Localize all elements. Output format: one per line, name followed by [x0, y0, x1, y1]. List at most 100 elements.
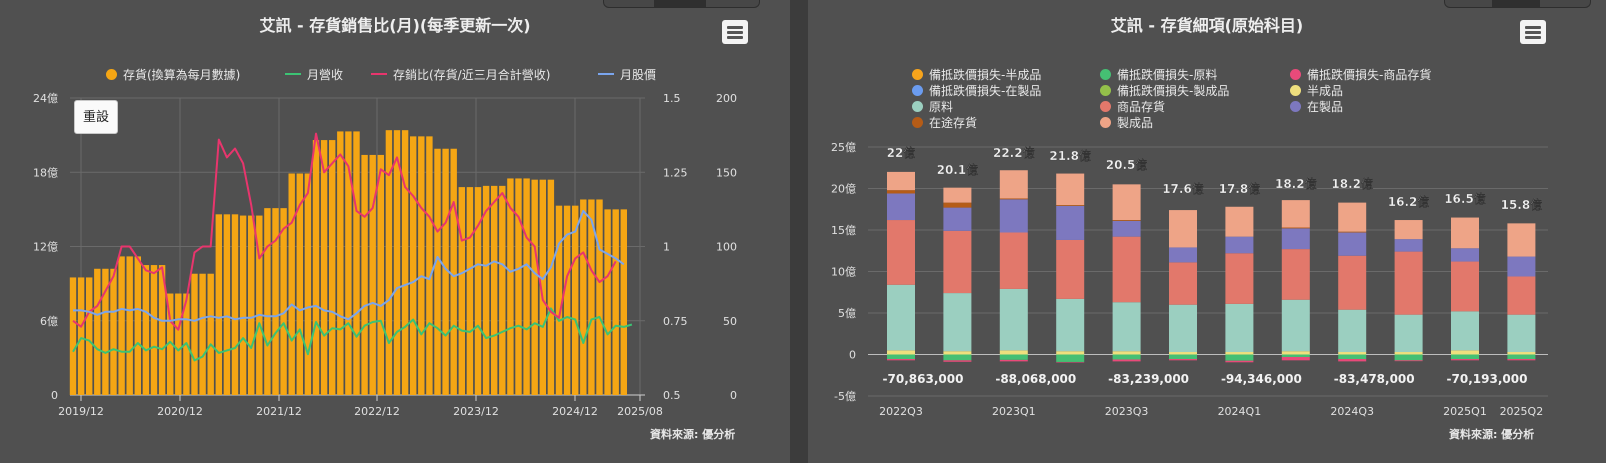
stacked-bar-segment	[999, 198, 1028, 200]
stacked-bar-segment	[943, 202, 972, 208]
legend-item[interactable]: 備抵跌價損失-商品存貨	[1290, 66, 1431, 83]
stacked-bar-segment	[1394, 220, 1423, 240]
inventory-bar	[523, 178, 530, 395]
legend-label: 月股價	[620, 68, 657, 82]
legend-label: 存貨(換算為每月數據)	[123, 68, 241, 82]
legend-item[interactable]: 在途存貨	[912, 114, 977, 131]
stacked-bar-segment	[1507, 352, 1536, 355]
bar-total-label: 20.1億	[937, 162, 979, 177]
legend-item-inventory[interactable]: 存貨(換算為每月數據)	[106, 66, 240, 83]
stacked-bar-segment	[887, 220, 915, 285]
menu-icon-bar	[727, 36, 743, 39]
inventory-bar	[191, 273, 198, 395]
legend-label: 備抵跌價損失-原料	[1117, 68, 1218, 82]
stacked-bar-segment	[887, 193, 915, 221]
menu-icon	[1525, 26, 1541, 29]
legend-label: 原料	[929, 100, 954, 114]
inventory-bar	[304, 173, 312, 395]
inventory-bar	[337, 131, 344, 395]
stacked-bar-segment	[943, 354, 972, 361]
stacked-bar-segment	[999, 359, 1028, 362]
y-mid-tick-label: 1.25	[663, 166, 688, 179]
stacked-bar-segment	[1451, 311, 1479, 351]
legend-item[interactable]: 商品存貨	[1100, 98, 1165, 115]
negative-value-label: -94,346,000	[1221, 372, 1302, 386]
legend-item-stock-price[interactable]: 月股價	[598, 66, 656, 83]
stacked-bar-segment	[1281, 228, 1310, 250]
legend-item[interactable]: 備抵跌價損失-製成品	[1100, 82, 1229, 99]
x-tick-label: 2025Q1	[1443, 405, 1487, 418]
inventory-bar	[458, 187, 465, 395]
stacked-bar-segment	[1056, 361, 1085, 363]
y-mid-tick-label: 0.75	[663, 315, 688, 328]
y-left-tick-label: 6億	[40, 315, 58, 328]
reset-zoom-button[interactable]: 重設	[74, 100, 118, 134]
inventory-bar	[353, 131, 360, 395]
stacked-bar-segment	[887, 284, 915, 351]
stacked-bar-segment	[999, 288, 1028, 351]
legend-label: 在途存貨	[929, 116, 978, 130]
stacked-bar-segment	[1169, 262, 1197, 305]
legend-label: 半成品	[1307, 84, 1344, 98]
inventory-bar	[539, 179, 546, 395]
legend-label: 月營收	[307, 68, 344, 82]
stacked-bar-segment	[1056, 205, 1085, 206]
menu-icon	[727, 26, 743, 29]
legend-marker	[598, 73, 614, 75]
stacked-bar-segment	[1056, 354, 1085, 362]
stacked-bar-segment	[1507, 256, 1536, 277]
stacked-bar-segment	[1394, 239, 1423, 252]
stacked-bar-segment	[887, 354, 915, 360]
legend-marker	[285, 73, 301, 75]
legend-marker	[912, 85, 923, 96]
chart-tab-bar[interactable]	[1444, 0, 1591, 8]
stacked-bar-segment	[887, 171, 915, 191]
legend-label: 製成品	[1117, 116, 1154, 130]
stacked-bar-segment	[999, 199, 1028, 233]
stacked-bar-segment	[887, 350, 915, 355]
legend-label: 存銷比(存貨/近三月合計營收)	[393, 68, 551, 82]
legend-item-inventory-ratio[interactable]: 存銷比(存貨/近三月合計營收)	[371, 66, 550, 83]
stacked-bar-segment	[1338, 352, 1367, 355]
inventory-bar	[385, 130, 393, 396]
legend-item[interactable]: 半成品	[1290, 82, 1343, 99]
stacked-bar-segment	[1338, 255, 1367, 310]
stacked-bar-segment	[1281, 351, 1310, 355]
inventory-bar	[69, 277, 77, 395]
stacked-bar-segment	[1169, 210, 1197, 248]
stacked-bar-segment	[1169, 352, 1197, 355]
y-right-tick-label: 150	[716, 166, 737, 179]
stacked-bar-segment	[1338, 359, 1367, 362]
right-chart-menu-button[interactable]	[1520, 20, 1546, 44]
inventory-bar	[588, 199, 595, 395]
chart-tab-bar[interactable]	[603, 0, 760, 8]
y-left-tick-label: 0	[51, 389, 58, 402]
legend-item[interactable]: 製成品	[1100, 114, 1153, 131]
legend-item[interactable]: 原料	[912, 98, 953, 115]
inventory-bar	[86, 277, 93, 395]
legend-item[interactable]: 備抵跌價損失-原料	[1100, 66, 1217, 83]
y-left-tick-label: 18億	[33, 166, 58, 179]
y-tick-label: 10億	[831, 266, 856, 279]
legend-item[interactable]: 備抵跌價損失-半成品	[912, 66, 1041, 83]
y-right-tick-label: 100	[716, 241, 737, 254]
stacked-bar-segment	[1394, 314, 1423, 353]
x-tick-label: 2023Q1	[992, 405, 1036, 418]
right-chart-title: 艾訊 - 存貨細項(原始科目)	[1110, 16, 1304, 35]
y-tick-label: -5億	[834, 390, 856, 403]
y-left-tick-label: 12億	[33, 241, 58, 254]
inventory-bar	[426, 136, 433, 396]
stacked-bar-segment	[1225, 352, 1254, 355]
inventory-bar	[418, 136, 425, 396]
stacked-bar-segment	[1338, 354, 1367, 360]
bar-total-label: 20.5億	[1106, 157, 1148, 172]
stacked-bar-segment	[1225, 253, 1254, 304]
negative-value-label: -70,863,000	[883, 372, 964, 386]
inventory-bar	[296, 173, 303, 395]
stacked-bar-segment	[1281, 354, 1310, 357]
legend-item-revenue[interactable]: 月營收	[285, 66, 343, 83]
left-chart-menu-button[interactable]	[722, 20, 748, 44]
stacked-bar-segment	[1507, 276, 1536, 315]
legend-item[interactable]: 在製品	[1290, 98, 1343, 115]
legend-item[interactable]: 備抵跌價損失-在製品	[912, 82, 1041, 99]
